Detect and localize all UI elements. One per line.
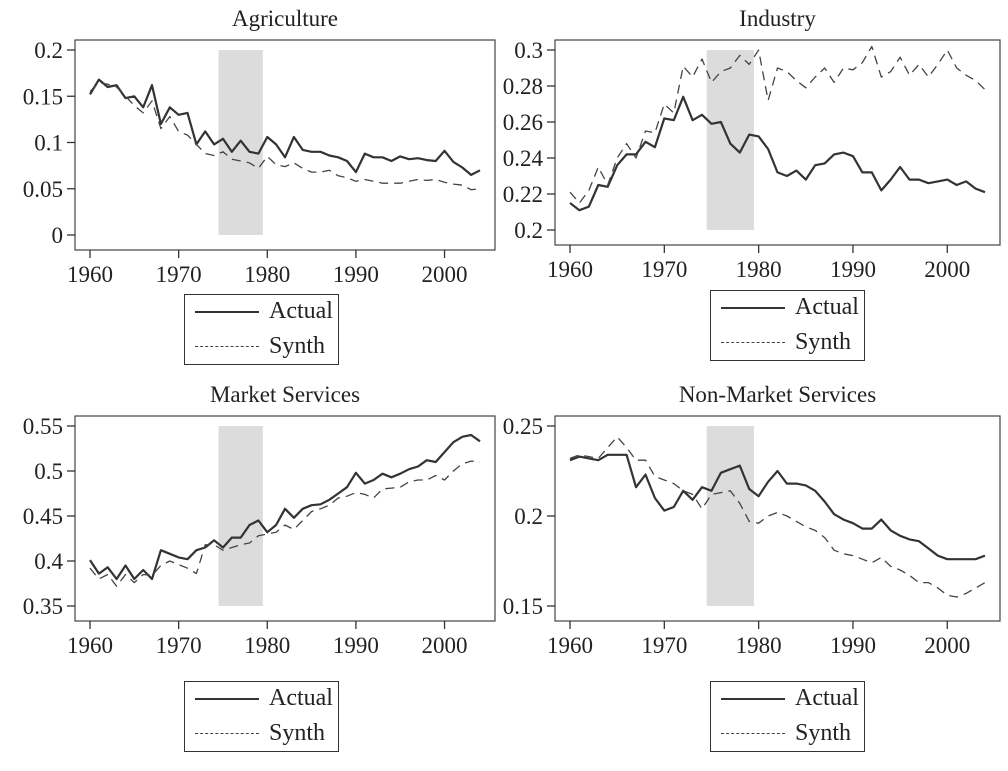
legend-actual-label: Actual xyxy=(795,294,859,320)
y-tick-label: 0.4 xyxy=(34,549,63,574)
x-tick-label: 1980 xyxy=(244,262,290,287)
y-tick-label: 0.05 xyxy=(23,177,63,202)
legend-synth-label: Synth xyxy=(795,329,852,355)
legend-market-services: Actual Synth xyxy=(184,681,339,752)
plot-frame xyxy=(554,415,1001,622)
legend-synth-swatch xyxy=(721,733,785,734)
x-tick-label: 1980 xyxy=(736,633,782,658)
legend-actual-label: Actual xyxy=(795,685,859,711)
plot-frame xyxy=(74,415,496,622)
x-tick-label: 1980 xyxy=(244,633,290,658)
y-tick-label: 0.2 xyxy=(34,38,63,63)
y-tick-label: 0.45 xyxy=(23,504,63,529)
series-line-actual xyxy=(569,95,986,212)
x-tick-label: 1970 xyxy=(641,633,687,658)
chart-title: Agriculture xyxy=(232,6,338,31)
x-tick-label: 2000 xyxy=(924,257,970,282)
y-tick-label: 0.15 xyxy=(503,594,543,619)
x-tick-label: 1990 xyxy=(830,257,876,282)
series-line-synth xyxy=(89,81,481,191)
panel-market-services: Market Services 0.35 0.4 0.45 0.5 0.55 1960 197… xyxy=(23,382,496,658)
legend-non-market-services: Actual Synth xyxy=(710,681,865,752)
y-tick-label: 0.5 xyxy=(34,459,63,484)
legend-actual-label: Actual xyxy=(269,298,333,324)
y-tick-label: 0.25 xyxy=(503,414,543,439)
y-tick-label: 0.55 xyxy=(23,414,63,439)
x-tick-label: 1990 xyxy=(333,262,379,287)
panel-agriculture: Agriculture 0 0.05 0.1 0.15 0.2 1960 1970 1980 19… xyxy=(23,6,496,287)
legend-synth-swatch xyxy=(195,733,259,734)
series-line-actual xyxy=(569,453,986,561)
x-tick-label: 2000 xyxy=(422,633,468,658)
series-line-synth xyxy=(569,45,986,204)
y-tick-label: 0.15 xyxy=(23,84,63,109)
series-line-synth xyxy=(89,460,481,587)
legend-industry: Actual Synth xyxy=(710,290,865,361)
chart-title: Industry xyxy=(739,6,816,31)
legend-actual-swatch xyxy=(721,307,785,309)
y-tick-label: 0.2 xyxy=(514,218,543,243)
y-tick-label: 0.22 xyxy=(503,182,543,207)
panel-non-market-services: Non-Market Services 0.15 0.2 0.25 1960 1970 19… xyxy=(503,382,1001,658)
y-tick-label: 0.2 xyxy=(514,504,543,529)
series-line-actual xyxy=(89,433,481,581)
legend-actual-swatch xyxy=(721,698,785,700)
legend-actual-swatch xyxy=(195,698,259,700)
series-line-actual xyxy=(89,78,481,176)
x-tick-label: 1970 xyxy=(641,257,687,282)
legend-synth-swatch xyxy=(721,342,785,343)
x-tick-label: 1970 xyxy=(156,262,202,287)
shaded-period xyxy=(218,426,263,606)
y-tick-label: 0.3 xyxy=(514,38,543,63)
x-tick-label: 1960 xyxy=(547,633,593,658)
chart-title: Non-Market Services xyxy=(679,382,876,407)
x-tick-label: 1960 xyxy=(67,262,113,287)
legend-synth-label: Synth xyxy=(269,333,326,359)
x-tick-label: 1960 xyxy=(547,257,593,282)
legend-actual-swatch xyxy=(195,311,259,313)
y-tick-label: 0.24 xyxy=(503,146,544,171)
plot-frame xyxy=(74,39,496,251)
x-tick-label: 1960 xyxy=(67,633,113,658)
y-tick-label: 0.28 xyxy=(503,74,543,99)
x-tick-label: 1990 xyxy=(830,633,876,658)
y-tick-label: 0 xyxy=(52,223,64,248)
x-tick-label: 2000 xyxy=(924,633,970,658)
x-tick-label: 1980 xyxy=(736,257,782,282)
legend-synth-label: Synth xyxy=(795,720,852,746)
x-tick-label: 2000 xyxy=(422,262,468,287)
series-line-synth xyxy=(569,436,986,598)
legend-agriculture: Actual Synth xyxy=(184,294,339,365)
legend-synth-label: Synth xyxy=(269,720,326,746)
y-tick-label: 0.35 xyxy=(23,594,63,619)
x-tick-label: 1970 xyxy=(156,633,202,658)
panel-industry: Industry 0.2 0.22 0.24 0.26 0.28 0.3 1960 1970 19… xyxy=(503,6,1001,282)
chart-title: Market Services xyxy=(210,382,360,407)
x-tick-label: 1990 xyxy=(333,633,379,658)
y-tick-label: 0.1 xyxy=(34,131,63,156)
legend-actual-label: Actual xyxy=(269,685,333,711)
y-tick-label: 0.26 xyxy=(503,110,543,135)
legend-synth-swatch xyxy=(195,346,259,347)
